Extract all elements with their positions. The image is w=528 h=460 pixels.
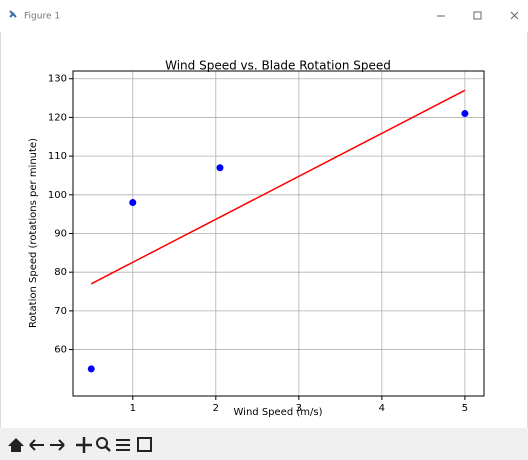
y-tick-label: 70: [54, 306, 67, 317]
x-tick-label: 1: [130, 403, 136, 414]
fit-line: [90, 89, 466, 285]
x-tick-label: 4: [379, 403, 385, 414]
maximize-button[interactable]: [473, 11, 482, 20]
x-tick-label: 2: [213, 403, 219, 414]
y-tick-label: 130: [48, 74, 67, 85]
y-tick-label: 110: [48, 151, 67, 162]
app-icon: [9, 10, 17, 18]
y-axis-label: Rotation Speed (rotations per minute): [28, 138, 39, 328]
data-point: [129, 199, 137, 207]
y-tick-label: 120: [48, 112, 67, 123]
data-point: [87, 365, 95, 373]
y-tick-label: 60: [54, 345, 67, 356]
close-button[interactable]: [510, 11, 519, 20]
y-tick-label: 100: [48, 190, 67, 201]
x-tick-label: 5: [462, 403, 468, 414]
forward-button[interactable]: [50, 439, 65, 451]
zoom-button[interactable]: [96, 437, 111, 452]
back-button[interactable]: [29, 439, 44, 451]
title-bar: [0, 0, 528, 32]
data-point: [461, 110, 469, 118]
window-title: Figure 1: [24, 12, 60, 22]
plot-frame: [72, 70, 485, 397]
x-tick-label: 3: [296, 403, 302, 414]
y-tick-label: 90: [54, 229, 67, 240]
chart-title: Wind Speed vs. Blade Rotation Speed: [165, 59, 391, 73]
x-axis-label: Wind Speed (m/s): [234, 407, 323, 418]
pan-button[interactable]: [76, 437, 92, 453]
configure-button[interactable]: [116, 439, 130, 451]
data-point: [216, 164, 224, 172]
home-button[interactable]: [8, 438, 24, 452]
save-button[interactable]: [137, 437, 152, 452]
y-tick-label: 80: [54, 267, 67, 278]
